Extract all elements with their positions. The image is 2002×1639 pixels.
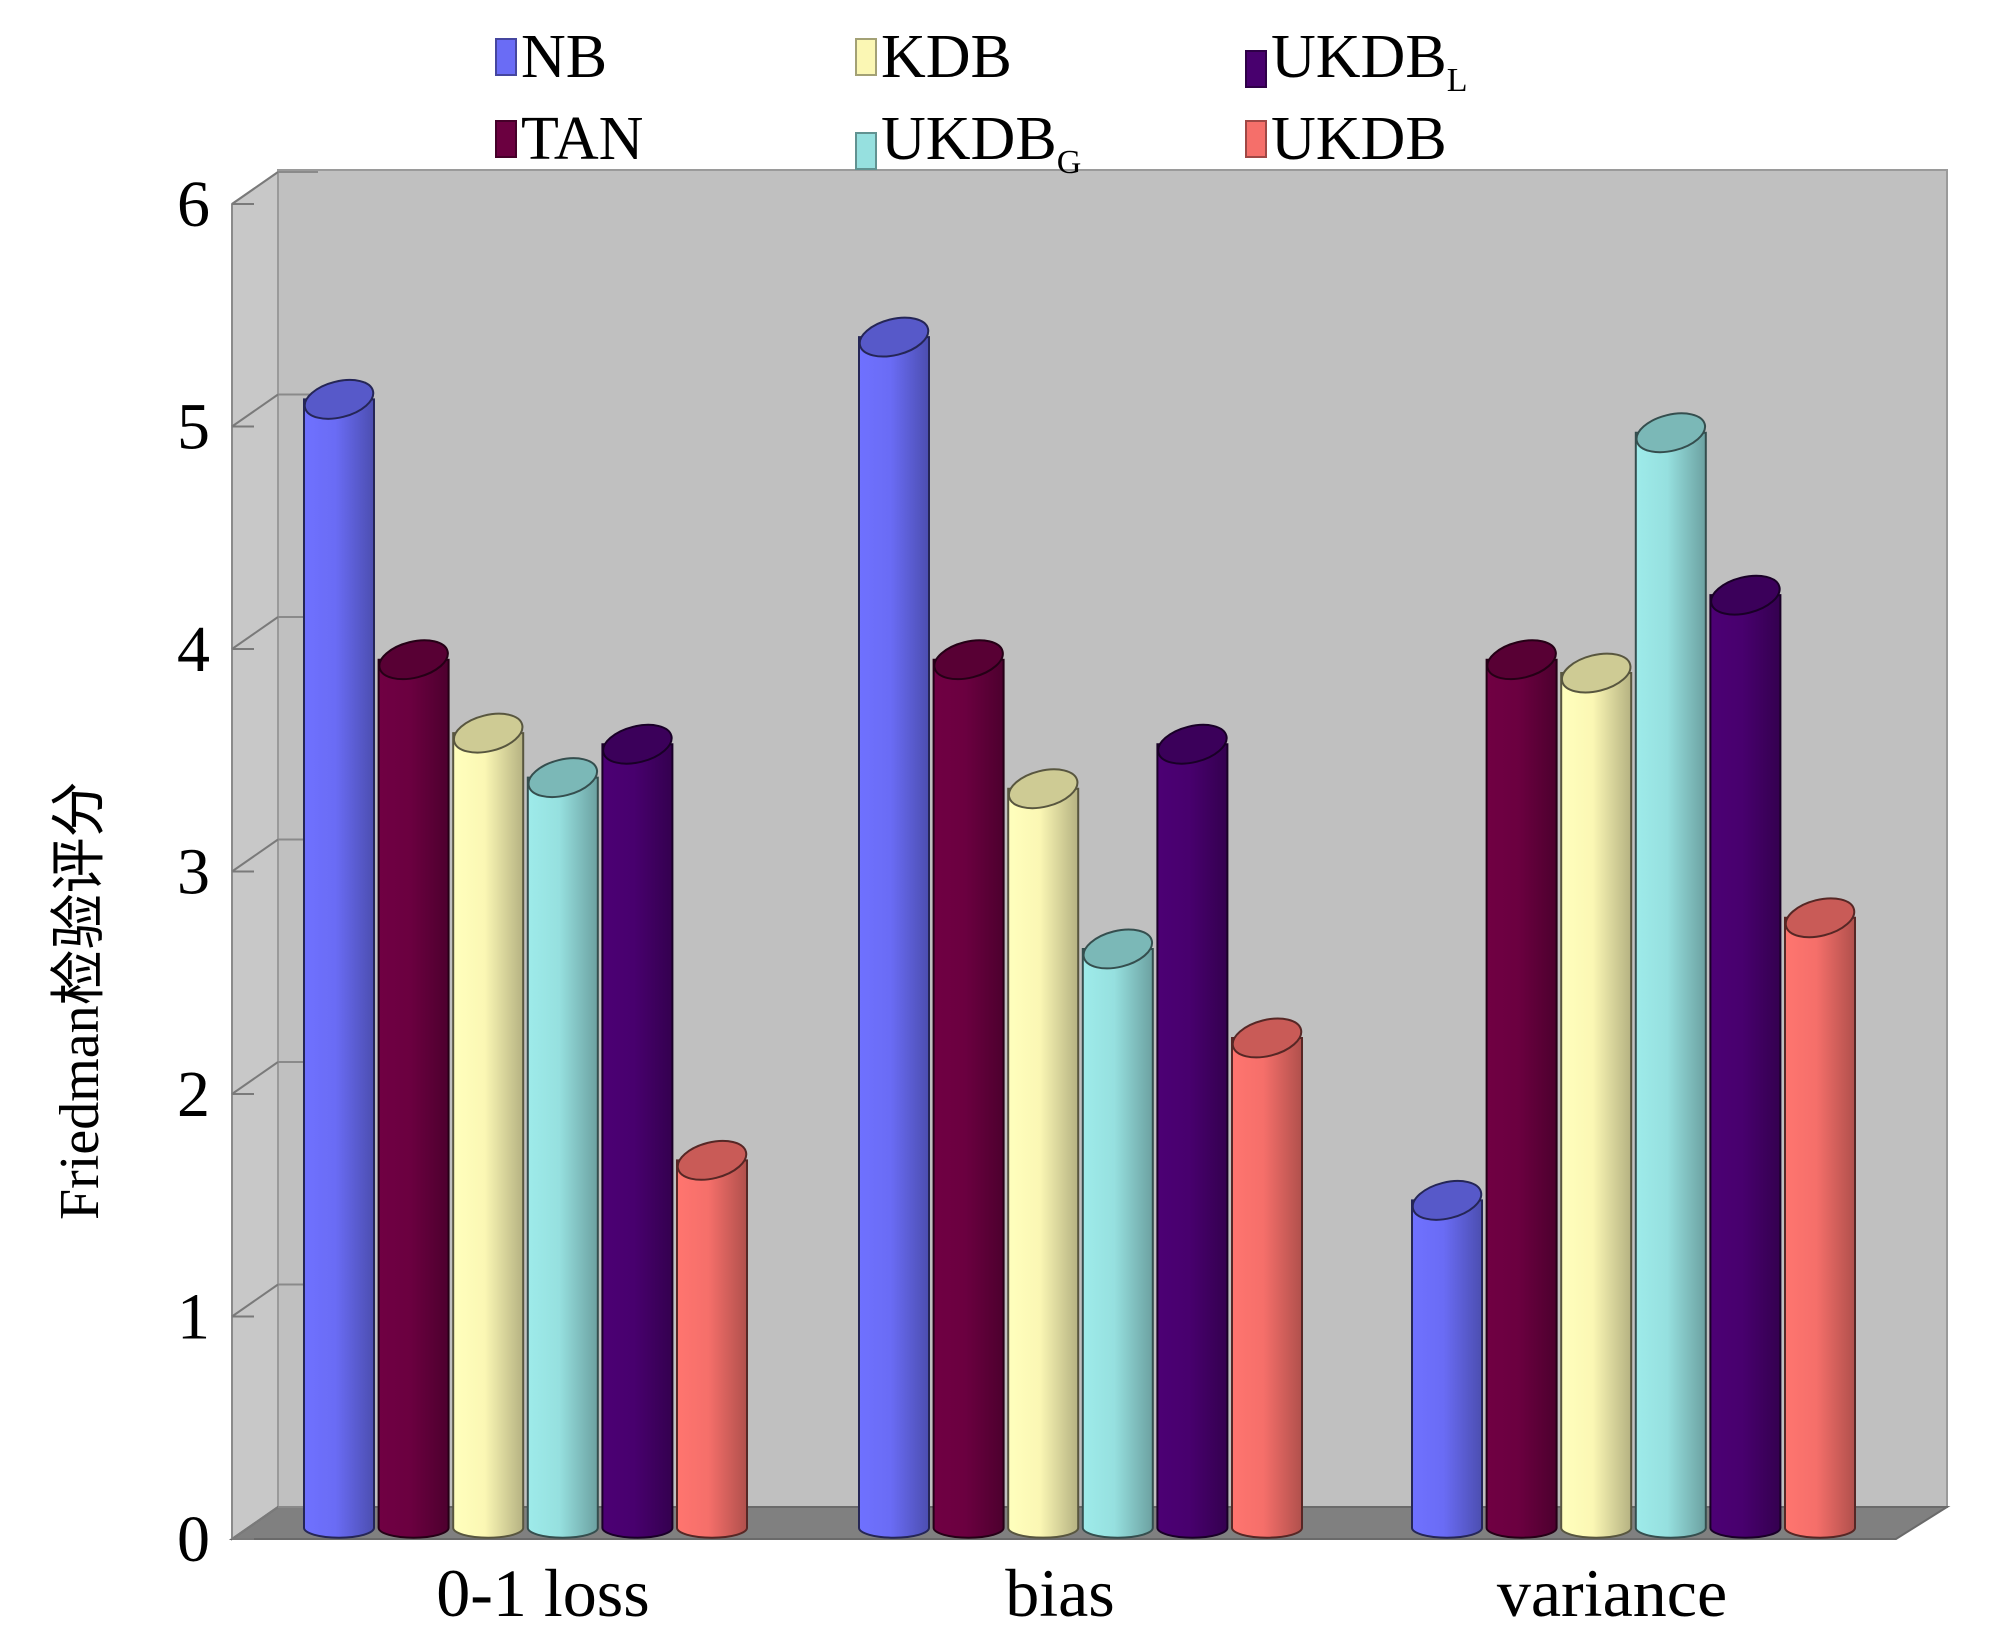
y-tick-label: 6 (177, 168, 210, 241)
bar-NB-variance (1411, 1179, 1483, 1539)
bar-UKDB_G-0-1-loss (526, 757, 599, 1539)
bar-top (676, 1139, 748, 1181)
bar-body (303, 398, 375, 1539)
y-tick-label: 1 (177, 1281, 210, 1354)
legend-label-subscript: G (1056, 144, 1082, 181)
bar-top (602, 723, 673, 765)
legend-item-ukdb_g: UKDBG (855, 108, 1081, 194)
bar-top (858, 316, 930, 358)
legend-swatch (495, 38, 517, 76)
bar-top (303, 378, 375, 420)
bar-top (1231, 1017, 1303, 1059)
y-tick-label: 3 (177, 836, 210, 909)
bar-body (1634, 431, 1707, 1539)
bar-top (378, 639, 449, 681)
bar-UKDB-0-1-loss (676, 1139, 748, 1539)
bar-body (1081, 947, 1154, 1539)
legend-swatch (855, 132, 877, 170)
bars (303, 316, 1856, 1539)
y-tick-label: 4 (177, 613, 210, 686)
legend-item-ukdb: UKDB (1245, 108, 1447, 170)
y-tick-depth (231, 1061, 279, 1095)
bar-body (1784, 916, 1856, 1539)
bar-top (1784, 897, 1856, 939)
bar-top (933, 639, 1004, 681)
x-tick-label: 0-1 loss (436, 1555, 649, 1631)
bar-top (1486, 639, 1557, 681)
bar-body (1411, 1199, 1483, 1539)
bar-body (676, 1159, 748, 1539)
bar-top (1082, 928, 1154, 970)
bar-UKDB_L-0-1-loss (601, 723, 674, 1539)
legend-swatch (1245, 120, 1267, 158)
bar-KDB-bias (1007, 768, 1080, 1539)
y-tick-depth (231, 1506, 279, 1540)
y-tick-depth (231, 616, 279, 650)
bar-body (377, 658, 450, 1539)
x-axis: 0-1 loss bias variance (436, 1555, 1727, 1631)
x-tick-label: variance (1497, 1555, 1727, 1631)
bar-top (1710, 574, 1781, 616)
y-tick-label: 5 (177, 391, 210, 464)
bar-UKDB-bias (1231, 1017, 1303, 1539)
bar-KDB-0-1-loss (452, 712, 525, 1539)
bar-top (452, 712, 524, 754)
y-tick-label: 2 (177, 1058, 210, 1131)
bar-top (1635, 412, 1707, 454)
legend-item-kdb: KDB (855, 26, 1012, 88)
legend-label: UKDBL (1271, 23, 1468, 99)
legend-swatch (1245, 50, 1267, 88)
x-tick-label: bias (1005, 1555, 1115, 1631)
y-tick-label: 0 (177, 1503, 210, 1576)
bar-body (1709, 594, 1782, 1539)
bar-body (858, 336, 930, 1539)
bar-TAN-0-1-loss (377, 639, 450, 1539)
bar-UKDB_L-variance (1709, 574, 1782, 1539)
legend-label: KDB (881, 23, 1012, 91)
bar-body (1156, 743, 1229, 1539)
bar-body (601, 743, 674, 1539)
bar-body (1231, 1036, 1303, 1539)
bar-NB-0-1-loss (303, 378, 375, 1539)
y-tick-depth (231, 393, 279, 428)
bar-TAN-bias (932, 639, 1005, 1539)
bar-body (1560, 672, 1633, 1539)
bar-UKDB_G-bias (1081, 928, 1154, 1539)
bar-top (1157, 723, 1228, 765)
legend-swatch (855, 38, 877, 76)
bar-body (526, 776, 599, 1539)
legend-swatch (495, 120, 517, 158)
bar-UKDB_G-variance (1634, 412, 1707, 1539)
legend-item-nb: NB (495, 26, 607, 88)
y-axis-label: Friedman检验评分 (49, 781, 111, 1220)
bar-top (1411, 1179, 1483, 1221)
bar-top (1560, 652, 1632, 694)
bar-NB-bias (858, 316, 930, 1539)
bar-body (932, 658, 1005, 1539)
legend-label: UKDBG (881, 105, 1082, 181)
bar-top (1007, 768, 1079, 810)
legend: NB TAN KDB UKDBG UKDBL UKDB (495, 18, 1595, 181)
bar-body (1485, 658, 1558, 1539)
bar-TAN-variance (1485, 639, 1558, 1539)
bar-body (452, 732, 525, 1539)
y-tick-depth (231, 171, 279, 205)
bar-KDB-variance (1560, 652, 1633, 1539)
legend-label: TAN (521, 105, 644, 173)
y-tick-depth (231, 1283, 279, 1318)
legend-label: NB (521, 23, 608, 91)
bar-top (527, 757, 599, 799)
bar-UKDB-variance (1784, 897, 1856, 1539)
legend-item-tan: TAN (495, 108, 643, 170)
y-axis: 0 1 2 3 4 5 6 (177, 168, 318, 1576)
y-tick-depth (231, 838, 279, 873)
legend-label-subscript: L (1446, 62, 1468, 99)
bar-body (1007, 787, 1080, 1539)
bar-UKDB_L-bias (1156, 723, 1229, 1539)
legend-label: UKDB (1271, 105, 1447, 173)
legend-item-ukdb_l: UKDBL (1245, 26, 1467, 112)
